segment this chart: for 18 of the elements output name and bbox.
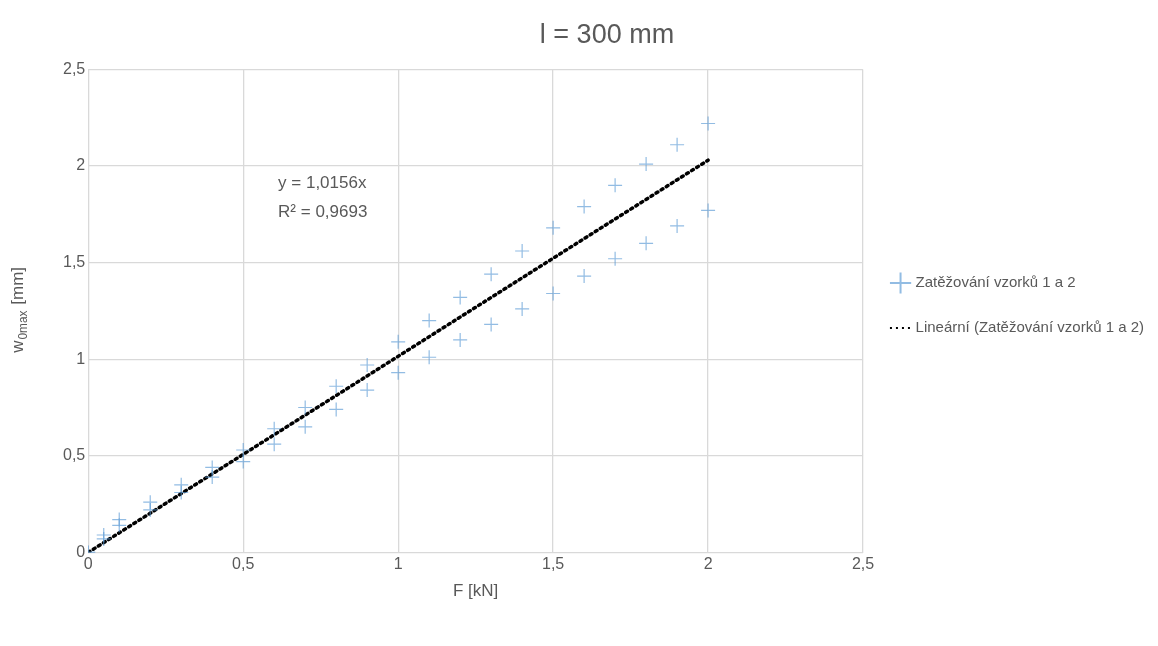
- x-tick-label: 1,5: [542, 555, 565, 573]
- x-tick-label: 0,5: [232, 555, 255, 573]
- y-tick-label: 0,5: [62, 446, 86, 464]
- x-tick-label: 2: [703, 555, 713, 573]
- y-tick-label: 2: [76, 156, 86, 174]
- y-tick-label: 1,5: [62, 253, 86, 271]
- x-tick-label: 2,5: [851, 555, 875, 573]
- x-tick-label: 1: [393, 555, 403, 573]
- annotation: y = 1,0156x: [278, 172, 367, 192]
- y-tick-label: 0: [76, 542, 86, 560]
- y-tick-label: 2,5: [62, 59, 86, 77]
- chart-title: l = 300 mm: [539, 18, 675, 49]
- x-axis-title: F [kN]: [452, 581, 499, 601]
- annotation: R² = 0,9693: [278, 201, 368, 221]
- legend-label: Lineární (Zatěžování vzorků 1 a 2): [915, 318, 1144, 336]
- y-tick-label: 1: [76, 349, 86, 367]
- legend-label: Zatěžování vzorků 1 a 2: [915, 273, 1076, 291]
- y-axis-title: w0max [mm]: [7, 266, 30, 354]
